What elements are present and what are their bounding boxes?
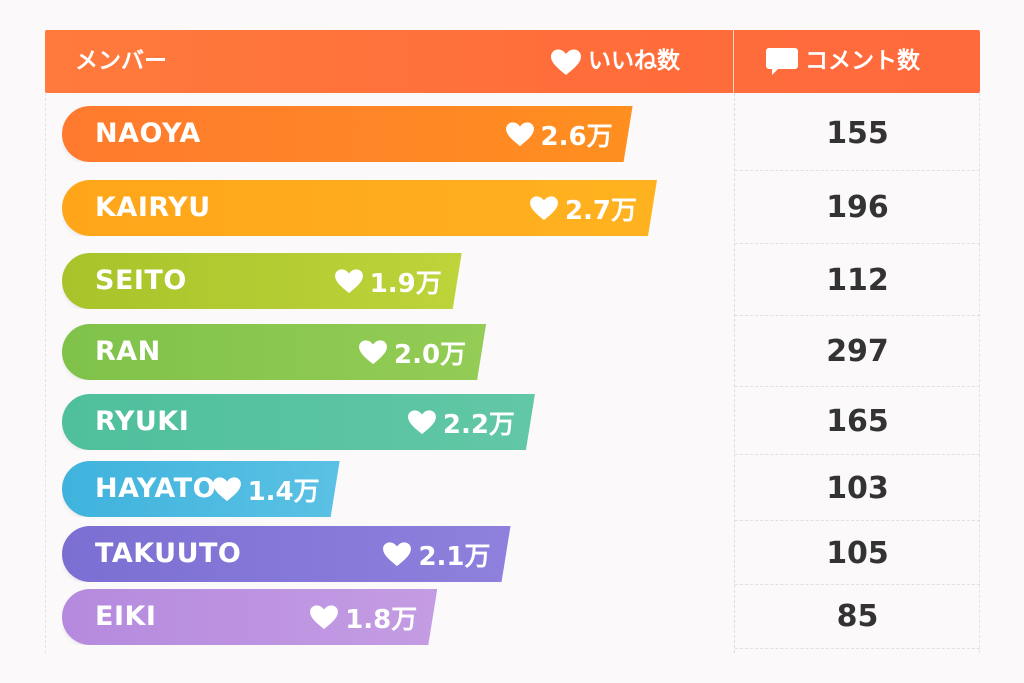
row-separator	[735, 520, 980, 521]
header-divider	[733, 30, 734, 93]
member-name: NAOYA	[95, 118, 201, 149]
heart-icon	[309, 604, 339, 630]
likes-value-label: 1.4万	[247, 476, 320, 507]
row-separator	[735, 315, 980, 316]
heart-icon	[382, 541, 412, 567]
row-separator	[735, 386, 980, 387]
row-separator	[735, 243, 980, 244]
likes-value: 2.2万	[407, 394, 515, 450]
likes-bar: NAOYA 2.6万	[62, 106, 633, 162]
likes-value-label: 2.7万	[564, 195, 637, 226]
likes-value: 2.0万	[358, 324, 466, 380]
comment-count: 105	[826, 536, 889, 571]
likes-column-header: いいね数	[550, 30, 730, 93]
likes-bar: HAYATO 1.4万	[62, 461, 340, 517]
comments-column-header: コメント数	[765, 30, 980, 93]
comment-count: 165	[826, 404, 889, 439]
heart-icon	[407, 409, 437, 435]
likes-bar: SEITO 1.9万	[62, 253, 462, 309]
likes-value: 1.4万	[212, 461, 320, 517]
likes-column-label: いいね数	[588, 48, 680, 74]
row-separator	[735, 584, 980, 585]
member-name: HAYATO	[95, 473, 217, 504]
member-name: KAIRYU	[95, 192, 211, 223]
heart-icon	[529, 195, 559, 221]
member-name: EIKI	[95, 601, 157, 632]
heart-icon	[505, 121, 535, 147]
likes-bar: EIKI 1.8万	[62, 589, 437, 645]
likes-value-label: 2.2万	[442, 409, 515, 440]
ranking-table: メンバー いいね数 コメント数 NAOYA 2.6万 155 KAIRYU 2.7万 19…	[45, 30, 980, 655]
likes-value: 2.1万	[382, 526, 490, 582]
speech-bubble-icon	[765, 47, 799, 77]
heart-icon	[334, 268, 364, 294]
likes-bar: TAKUUTO 2.1万	[62, 526, 511, 582]
heart-icon	[212, 476, 242, 502]
comment-count: 196	[826, 190, 889, 225]
likes-bar: RAN 2.0万	[62, 324, 486, 380]
row-separator	[735, 648, 980, 649]
likes-value: 1.8万	[309, 589, 417, 645]
table-header: メンバー いいね数 コメント数	[45, 30, 980, 93]
likes-value: 2.7万	[529, 180, 637, 236]
likes-value: 1.9万	[334, 253, 442, 309]
comment-count: 85	[836, 599, 879, 634]
likes-value-label: 2.0万	[394, 339, 467, 370]
member-name: RYUKI	[95, 406, 190, 437]
member-name: SEITO	[95, 265, 187, 296]
likes-value-label: 1.8万	[345, 604, 418, 635]
column-divider	[734, 93, 735, 653]
row-separator	[735, 170, 980, 171]
comment-count: 297	[826, 334, 889, 369]
member-name: TAKUUTO	[95, 538, 242, 569]
likes-bar: RYUKI 2.2万	[62, 394, 535, 450]
comment-count: 103	[826, 471, 889, 506]
comment-count: 155	[826, 116, 889, 151]
comments-column-label: コメント数	[805, 48, 920, 74]
table-left-border	[45, 93, 46, 653]
member-column-header: メンバー	[75, 48, 167, 74]
heart-icon	[358, 339, 388, 365]
likes-value: 2.6万	[505, 106, 613, 162]
heart-icon	[550, 48, 582, 76]
likes-value-label: 2.6万	[540, 121, 613, 152]
likes-bar: KAIRYU 2.7万	[62, 180, 657, 236]
row-separator	[735, 454, 980, 455]
table-right-border	[979, 93, 980, 653]
comment-count: 112	[826, 263, 889, 298]
likes-value-label: 1.9万	[369, 268, 442, 299]
likes-value-label: 2.1万	[418, 541, 491, 572]
member-name: RAN	[95, 336, 161, 367]
